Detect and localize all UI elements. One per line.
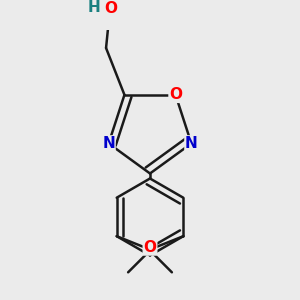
Text: O: O [105, 1, 118, 16]
Text: O: O [144, 240, 157, 255]
Text: H: H [88, 0, 101, 15]
Text: O: O [169, 87, 182, 102]
Text: N: N [102, 136, 115, 151]
Text: O: O [143, 240, 156, 255]
Text: N: N [185, 136, 198, 151]
